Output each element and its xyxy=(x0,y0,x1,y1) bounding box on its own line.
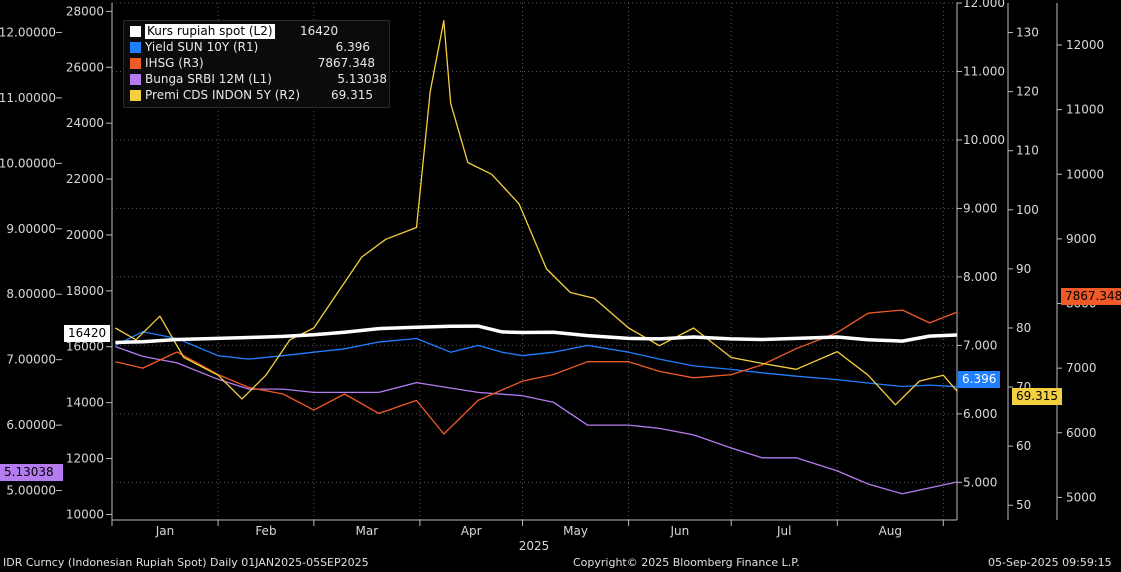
y-tick-label-r2: 80 xyxy=(1016,321,1031,335)
footer-copyright: Copyright© 2025 Bloomberg Finance L.P. xyxy=(573,556,800,569)
tag-ihsg-r3: 7867.348 xyxy=(1061,288,1121,305)
legend-value-srbi: 5.13038 xyxy=(337,72,387,86)
y-tick-label-l1: 9.00000 xyxy=(6,222,56,236)
y-tick-label-l1: 5.00000 xyxy=(6,484,56,498)
legend-swatch-srbi xyxy=(130,74,141,85)
y-tick-label-l2: 28000 xyxy=(66,4,104,18)
x-tick-label: Mar xyxy=(356,524,379,538)
series-line-premi xyxy=(115,20,958,406)
y-tick-label-r1: 5.000 xyxy=(963,475,997,489)
tag-yield-r1: 6.396 xyxy=(958,371,1001,388)
legend-swatch-kurs xyxy=(130,26,141,37)
y-tick-label-r1: 7.000 xyxy=(963,338,997,352)
legend-name-ihsg: IHSG (R3) xyxy=(145,56,204,70)
legend-name-yield: Yield SUN 10Y (R1) xyxy=(145,40,259,54)
legend-value-cds: 69.315 xyxy=(331,88,373,102)
y-tick-label-l2: 14000 xyxy=(66,396,104,410)
x-tick-label: Jul xyxy=(776,524,791,538)
y-tick-label-r3: 12000 xyxy=(1066,38,1104,52)
y-tick-label-r3: 6000 xyxy=(1066,426,1097,440)
x-tick-label: Jun xyxy=(670,524,690,538)
legend-swatch-cds xyxy=(130,90,141,101)
y-tick-label-r2: 110 xyxy=(1016,144,1039,158)
legend-swatch-yield xyxy=(130,42,141,53)
y-tick-label-r1: 9.000 xyxy=(963,201,997,215)
legend-value-yield: 6.396 xyxy=(335,40,370,54)
legend-value-ihsg: 7867.348 xyxy=(317,56,375,70)
series-lines xyxy=(115,20,958,495)
series-line-yield xyxy=(115,331,958,388)
y-tick-label-l2: 24000 xyxy=(66,116,104,130)
y-tick-label-l2: 26000 xyxy=(66,60,104,74)
y-tick-label-r3: 10000 xyxy=(1066,167,1104,181)
y-tick-label-r3: 7000 xyxy=(1066,361,1097,375)
tag-kurs-l2: 16420 xyxy=(64,325,111,342)
y-tick-label-l1: 11.00000 xyxy=(0,91,56,105)
x-tick-label: Jan xyxy=(155,524,175,538)
footer-timestamp: 05-Sep-2025 09:59:15 xyxy=(988,556,1112,569)
y-tick-label-l2: 22000 xyxy=(66,172,104,186)
y-tick-label-r2: 90 xyxy=(1016,262,1031,276)
y-tick-label-l1: 8.00000 xyxy=(6,287,56,301)
x-tick-label: Aug xyxy=(879,524,902,538)
legend: Kurs rupiah spot (L2) 16420 Yield SUN 10… xyxy=(123,20,390,108)
y-tick-label-l1: 7.00000 xyxy=(6,353,56,367)
legend-name-srbi: Bunga SRBI 12M (L1) xyxy=(145,72,272,86)
legend-swatch-ihsg xyxy=(130,58,141,69)
x-tick-label: Apr xyxy=(461,524,482,538)
y-tick-label-r1: 11.000 xyxy=(963,64,1005,78)
y-tick-label-r1: 10.000 xyxy=(963,133,1005,147)
tag-srbi-l1: 5.13038 xyxy=(0,464,63,481)
y-tick-label-r2: 120 xyxy=(1016,85,1039,99)
y-tick-label-r2: 130 xyxy=(1016,26,1039,40)
y-tick-label-r1: 8.000 xyxy=(963,270,997,284)
legend-name-cds: Premi CDS INDON 5Y (R2) xyxy=(145,88,301,102)
y-tick-label-l1: 12.00000 xyxy=(0,25,56,39)
legend-value-kurs: 16420 xyxy=(300,24,339,38)
y-tick-label-l2: 20000 xyxy=(66,228,104,242)
series-line-ihsg xyxy=(115,309,958,435)
footer-ticker: IDR Curncy (Indonesian Rupiah Spot) Dail… xyxy=(3,556,369,569)
y-tick-label-r2: 60 xyxy=(1016,439,1031,453)
x-tick-label: Feb xyxy=(255,524,276,538)
y-tick-label-l2: 18000 xyxy=(66,284,104,298)
y-tick-label-l2: 12000 xyxy=(66,452,104,466)
y-tick-label-r3: 5000 xyxy=(1066,490,1097,504)
y-tick-label-r2: 100 xyxy=(1016,203,1039,217)
y-tick-label-r1: 12.000 xyxy=(963,0,1005,10)
x-year-label: 2025 xyxy=(519,539,550,553)
y-tick-label-r3: 11000 xyxy=(1066,103,1104,117)
y-tick-label-l1: 6.00000 xyxy=(6,418,56,432)
y-tick-label-r2: 50 xyxy=(1016,498,1031,512)
y-tick-label-l1: 10.00000 xyxy=(0,156,56,170)
x-tick-label: May xyxy=(563,524,588,538)
series-line-bunga xyxy=(115,345,958,495)
tag-cds-r2: 69.315 xyxy=(1012,388,1062,405)
y-tick-label-l2: 10000 xyxy=(66,507,104,521)
series-line-kurs xyxy=(115,324,958,345)
y-tick-label-r3: 9000 xyxy=(1066,232,1097,246)
y-tick-label-r1: 6.000 xyxy=(963,407,997,421)
y-tick-label-l2: 16000 xyxy=(66,340,104,354)
legend-name-kurs: Kurs rupiah spot (L2) xyxy=(145,24,275,39)
